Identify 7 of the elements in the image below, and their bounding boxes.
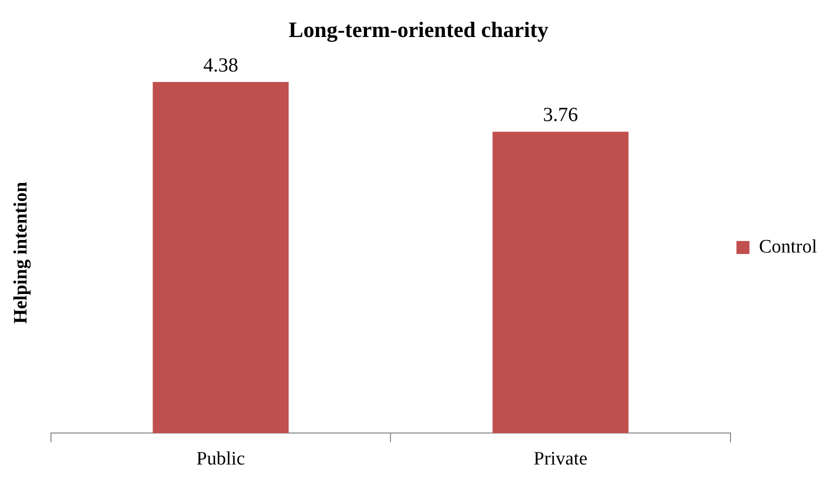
x-tick-label: Public <box>196 448 245 470</box>
data-label: 4.38 <box>203 54 238 76</box>
chart-title: Long-term-oriented charity <box>288 16 548 42</box>
x-tick-label: Private <box>534 448 588 470</box>
data-label: 3.76 <box>543 104 578 126</box>
legend-label: Control <box>758 236 818 258</box>
y-axis-title: Helping intention <box>10 181 32 324</box>
